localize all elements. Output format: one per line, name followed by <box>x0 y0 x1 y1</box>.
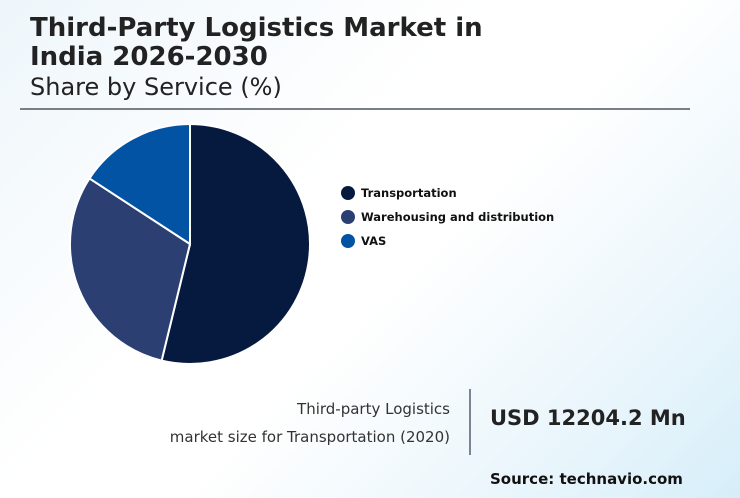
title-line-1: Third-Party Logistics Market in <box>30 13 483 43</box>
stat-label-line-2: market size for Transportation (2020) <box>169 428 450 446</box>
legend: Transportation Warehousing and distribut… <box>341 175 554 259</box>
pie-slice-transportation <box>160 122 311 365</box>
legend-item-warehousing: Warehousing and distribution <box>341 199 554 235</box>
stat-value: USD 12204.2 Mn <box>490 406 686 430</box>
legend-item-vas: VAS <box>341 223 554 259</box>
pie-slice-vas <box>88 122 191 246</box>
legend-dot-icon <box>341 210 355 224</box>
pie-slice-warehousing-and-distribution <box>69 177 192 362</box>
stat-label-line-1: Third-party Logistics <box>297 400 450 418</box>
stat-divider <box>469 389 471 455</box>
chart-subtitle: Share by Service (%) <box>30 73 282 101</box>
legend-item-transportation: Transportation <box>341 175 554 211</box>
pie-chart <box>69 122 311 365</box>
source-credit: Source: technavio.com <box>490 470 683 488</box>
legend-dot-icon <box>341 186 355 200</box>
legend-dot-icon <box>341 234 355 248</box>
header-divider <box>20 108 690 110</box>
chart-title: Third-Party Logistics Market in India 20… <box>30 14 483 72</box>
title-line-2: India 2026-2030 <box>30 42 268 72</box>
